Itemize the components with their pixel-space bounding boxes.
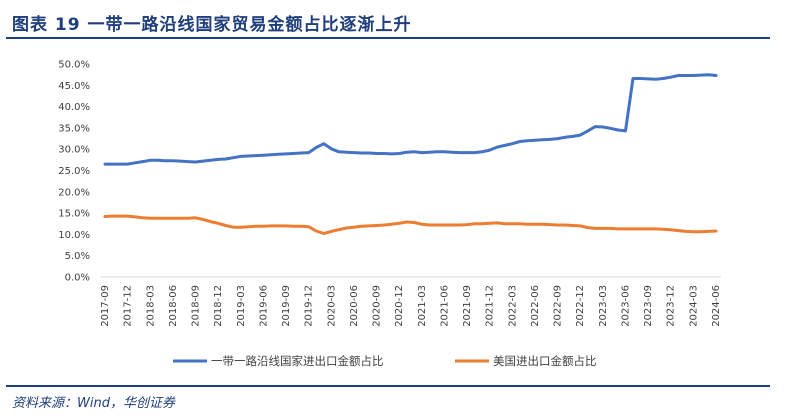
x-tick-label: 2019-09 [281, 285, 292, 327]
y-tick-label: 5.0% [65, 251, 90, 262]
y-tick-label: 45.0% [58, 81, 90, 92]
y-tick-label: 50.0% [58, 60, 90, 71]
x-tick-label: 2020-03 [326, 285, 337, 327]
legend-label-1: 一带一路沿线国家进出口金额占比 [211, 354, 384, 368]
x-tick-label: 2023-09 [643, 285, 654, 327]
x-tick-label: 2020-06 [349, 285, 360, 327]
x-tick-label: 2021-03 [417, 285, 428, 327]
x-tick-label: 2021-12 [485, 285, 496, 327]
y-tick-label: 10.0% [58, 230, 90, 241]
x-tick-label: 2018-09 [191, 285, 202, 327]
x-tick-label: 2024-06 [711, 285, 722, 327]
y-tick-label: 15.0% [58, 209, 90, 220]
x-tick-label: 2022-03 [507, 285, 518, 327]
x-tick-label: 2018-12 [213, 285, 224, 327]
x-tick-label: 2022-09 [553, 285, 564, 327]
y-tick-label: 0.0% [65, 273, 90, 284]
x-tick-label: 2019-03 [236, 285, 247, 327]
x-tick-label: 2020-09 [372, 285, 383, 327]
figure-title: 图表 19 一带一路沿线国家贸易金额占比逐渐上升 [12, 15, 412, 35]
x-tick-label: 2018-06 [168, 285, 179, 327]
x-tick-label: 2022-06 [530, 285, 541, 327]
x-tick-label: 2019-06 [258, 285, 269, 327]
x-tick-label: 2020-12 [394, 285, 405, 327]
y-tick-label: 25.0% [58, 166, 90, 177]
x-tick-label: 2023-12 [666, 285, 677, 327]
x-tick-label: 2021-06 [439, 285, 450, 327]
y-tick-label: 30.0% [58, 145, 90, 156]
x-tick-label: 2017-09 [100, 285, 111, 327]
figure-title-bar: 图表 19 一带一路沿线国家贸易金额占比逐渐上升 [6, 4, 776, 38]
title-divider [6, 37, 770, 39]
source-note: 资料来源：Wind，华创证券 [12, 396, 175, 411]
x-tick-label: 2021-09 [462, 285, 473, 327]
x-tick-label: 2019-12 [304, 285, 315, 327]
y-tick-label: 20.0% [58, 187, 90, 198]
y-tick-label: 40.0% [58, 102, 90, 113]
x-tick-label: 2023-03 [598, 285, 609, 327]
series-line-1 [103, 73, 718, 166]
y-tick-label: 35.0% [58, 123, 90, 134]
x-tick-label: 2023-06 [620, 285, 631, 327]
legend-label-2: 美国进出口金额占比 [493, 354, 597, 368]
x-tick-label: 2018-03 [145, 285, 156, 327]
x-tick-label: 2022-12 [575, 285, 586, 327]
x-tick-label: 2024-03 [688, 285, 699, 327]
x-tick-label: 2017-12 [123, 285, 134, 327]
series-line-2 [103, 214, 718, 235]
source-divider [6, 385, 770, 387]
